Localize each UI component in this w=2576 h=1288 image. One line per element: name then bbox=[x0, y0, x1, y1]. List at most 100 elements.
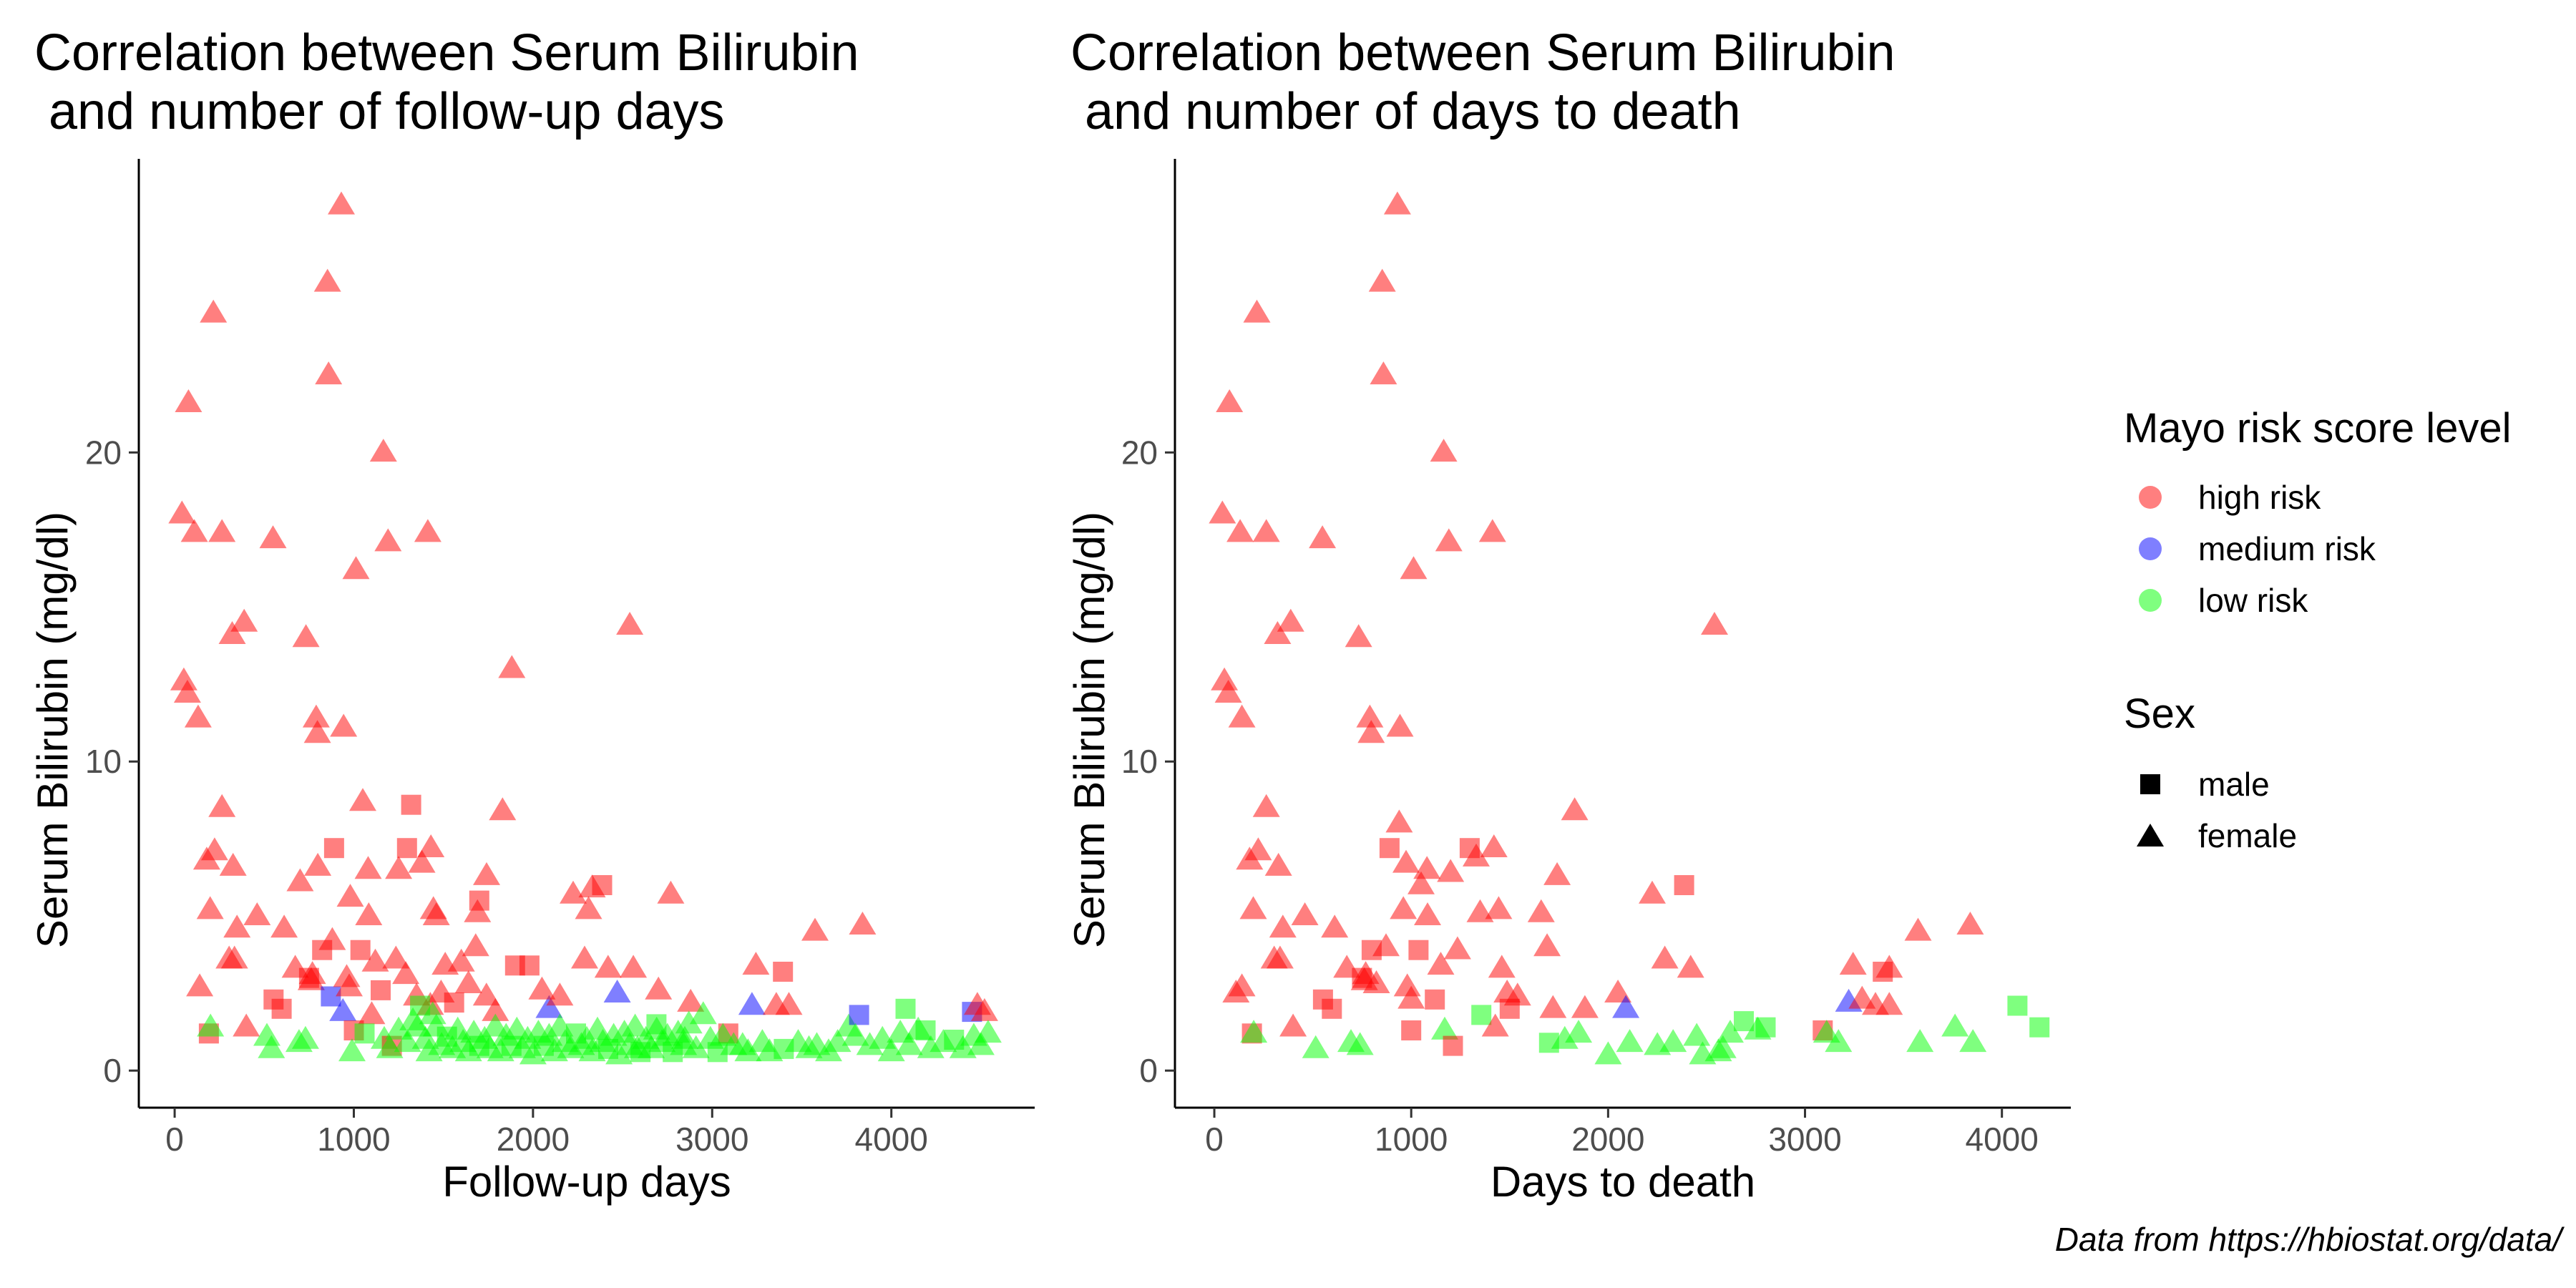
data-point bbox=[1813, 1020, 1840, 1043]
scatter-points bbox=[168, 191, 1002, 1065]
y-axis-title: Serum Bilirubin (mg/dl) bbox=[29, 512, 77, 948]
data-point bbox=[1480, 834, 1508, 857]
data-point bbox=[742, 952, 770, 975]
x-tick-label: 1000 bbox=[1375, 1121, 1448, 1158]
data-point bbox=[286, 868, 314, 892]
y-tick-label: 20 bbox=[1121, 434, 1158, 471]
data-point bbox=[1244, 837, 1272, 861]
legend-label-low-risk: low risk bbox=[2198, 582, 2308, 619]
legend-swatch-high-risk bbox=[2139, 486, 2162, 509]
data-point bbox=[1291, 902, 1319, 925]
data-point bbox=[560, 880, 587, 904]
data-point bbox=[385, 856, 413, 879]
data-point bbox=[271, 998, 292, 1019]
panel-follow-up-days: Correlation between Serum Bilirubin and … bbox=[29, 24, 1035, 1206]
data-point bbox=[1701, 612, 1728, 635]
x-tick-label: 4000 bbox=[855, 1121, 928, 1158]
data-point bbox=[970, 997, 998, 1021]
data-point bbox=[1430, 439, 1458, 462]
data-point bbox=[801, 917, 829, 941]
axes: 0 1000 2000 3000 4000 0 10 20 bbox=[1121, 159, 2071, 1158]
data-point bbox=[399, 1007, 427, 1030]
data-point bbox=[489, 797, 517, 821]
data-point bbox=[329, 997, 357, 1021]
chart-title-line-2: and number of days to death bbox=[1070, 83, 1741, 140]
data-point bbox=[323, 838, 344, 859]
data-point bbox=[849, 912, 877, 935]
data-point bbox=[376, 1035, 404, 1058]
data-point bbox=[302, 704, 330, 728]
data-point bbox=[773, 962, 794, 982]
data-point bbox=[444, 992, 464, 1013]
data-point bbox=[422, 902, 450, 925]
data-point bbox=[1533, 933, 1561, 957]
legend-item-low-risk: low risk bbox=[2139, 582, 2308, 619]
data-point bbox=[200, 837, 228, 861]
data-point bbox=[2007, 995, 2028, 1016]
data-point bbox=[454, 970, 482, 993]
x-tick-label: 2000 bbox=[497, 1121, 570, 1158]
data-point bbox=[338, 1038, 366, 1062]
data-point bbox=[849, 1005, 869, 1025]
data-point bbox=[417, 834, 445, 857]
data-point bbox=[1239, 896, 1267, 919]
data-point bbox=[1400, 556, 1428, 580]
data-point bbox=[462, 933, 489, 957]
x-tick-label: 2000 bbox=[1571, 1121, 1644, 1158]
data-point bbox=[1370, 361, 1397, 385]
data-point bbox=[1322, 998, 1342, 1019]
legend-color-title: Mayo risk score level bbox=[2124, 405, 2511, 452]
data-point bbox=[180, 519, 208, 542]
data-point bbox=[223, 914, 251, 938]
data-point bbox=[270, 914, 298, 938]
data-point bbox=[1209, 500, 1236, 524]
data-point bbox=[1309, 525, 1337, 549]
data-point bbox=[1372, 933, 1400, 957]
data-point bbox=[1277, 608, 1304, 632]
data-point bbox=[1356, 704, 1384, 728]
legend-swatch-male bbox=[2140, 774, 2160, 794]
legend-swatch-low-risk bbox=[2139, 589, 2162, 612]
data-point bbox=[575, 896, 602, 919]
data-point bbox=[682, 1035, 710, 1058]
data-point bbox=[856, 1032, 884, 1055]
axes: 0 1000 2000 3000 4000 0 10 20 bbox=[85, 159, 1035, 1158]
data-point bbox=[374, 528, 402, 552]
data-point bbox=[243, 902, 271, 925]
data-point bbox=[1674, 875, 1694, 895]
legend: Mayo risk score level high risk medium r… bbox=[2124, 405, 2511, 854]
data-point bbox=[313, 268, 341, 292]
data-point bbox=[1431, 1016, 1458, 1040]
data-point bbox=[638, 1035, 665, 1058]
data-point bbox=[304, 852, 332, 876]
data-point bbox=[200, 299, 228, 323]
legend-item-high-risk: high risk bbox=[2139, 479, 2321, 516]
data-point bbox=[336, 884, 364, 907]
data-point bbox=[1734, 1011, 1754, 1032]
data-point bbox=[208, 519, 236, 542]
data-point bbox=[1539, 995, 1567, 1018]
data-point bbox=[528, 976, 556, 1000]
data-point bbox=[1875, 992, 1903, 1015]
data-point bbox=[1571, 995, 1599, 1018]
scatter-points bbox=[1209, 191, 2050, 1065]
data-point bbox=[1437, 859, 1465, 882]
data-point bbox=[1755, 1017, 1776, 1038]
data-point bbox=[1427, 952, 1455, 975]
data-point bbox=[197, 1013, 225, 1037]
chart-title-line-1: Correlation between Serum Bilirubin bbox=[34, 24, 859, 82]
data-point bbox=[401, 794, 421, 815]
data-point bbox=[170, 667, 197, 691]
data-point bbox=[1413, 856, 1441, 879]
data-point bbox=[689, 1001, 717, 1025]
data-point bbox=[258, 1035, 286, 1058]
data-point bbox=[1362, 970, 1390, 993]
data-point bbox=[1266, 945, 1294, 969]
legend-shape-title: Sex bbox=[2124, 691, 2195, 737]
data-point bbox=[1385, 809, 1413, 833]
data-point bbox=[1414, 902, 1441, 925]
data-point bbox=[2029, 1017, 2050, 1038]
data-point bbox=[1228, 704, 1256, 728]
data-point bbox=[1551, 1025, 1579, 1049]
data-point bbox=[1264, 852, 1292, 876]
